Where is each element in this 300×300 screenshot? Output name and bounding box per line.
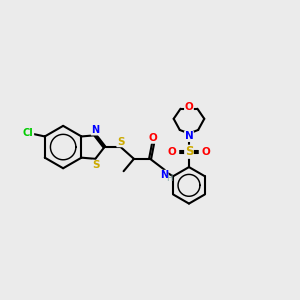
Text: N: N	[184, 131, 193, 142]
Text: S: S	[117, 137, 124, 147]
Text: N: N	[91, 125, 99, 135]
Text: O: O	[201, 147, 210, 157]
Text: O: O	[184, 102, 193, 112]
Text: S: S	[185, 145, 193, 158]
Text: N: N	[160, 170, 168, 180]
Text: O: O	[168, 147, 177, 157]
Text: Cl: Cl	[23, 128, 34, 138]
Text: S: S	[92, 160, 100, 170]
Text: H: H	[166, 174, 172, 183]
Text: O: O	[149, 133, 158, 143]
